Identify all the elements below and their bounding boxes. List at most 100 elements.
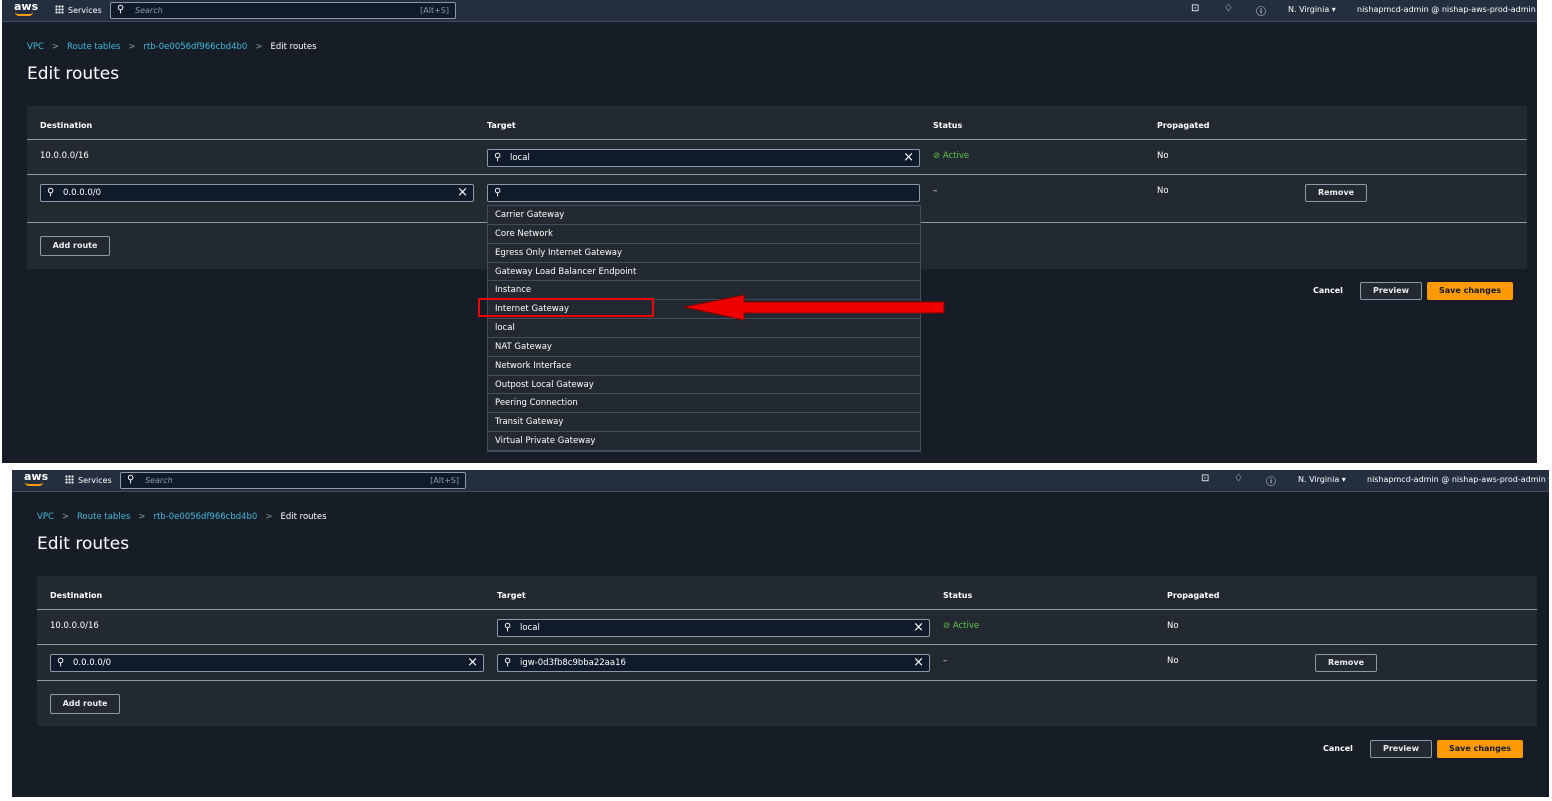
remove-button[interactable]: Remove: [1315, 654, 1377, 672]
column-status: Status: [933, 121, 963, 130]
clear-icon[interactable]: ×: [467, 655, 478, 670]
divider: [37, 644, 1537, 645]
routes-table: Destination Target Status Propagated 10.…: [27, 106, 1527, 269]
search-icon: ⚲: [47, 187, 55, 198]
column-destination: Destination: [40, 121, 93, 130]
breadcrumb-route-table-id[interactable]: rtb-0e0056df966cbd4b0: [153, 512, 258, 522]
target-value: local: [510, 153, 530, 163]
aws-logo[interactable]: aws: [24, 470, 49, 486]
services-label: Services: [78, 476, 112, 485]
screenshot-before: aws Services ⚲ Search [Alt+S] ⊡ ♢ ⓘ N. V…: [2, 0, 1537, 463]
page-title: Edit routes: [37, 534, 130, 554]
search-input[interactable]: ⚲ Search [Alt+S]: [110, 2, 456, 19]
preview-button[interactable]: Preview: [1370, 740, 1432, 758]
bell-icon[interactable]: ♢: [1224, 3, 1233, 14]
help-icon[interactable]: ⓘ: [1266, 477, 1276, 488]
column-propagated: Propagated: [1157, 121, 1210, 130]
column-destination: Destination: [50, 591, 103, 600]
add-route-button[interactable]: Add route: [40, 236, 110, 256]
clear-icon[interactable]: ×: [913, 620, 924, 635]
account-menu[interactable]: nishapmcd-admin @ nishap-aws-prod-admin …: [1367, 475, 1549, 484]
cancel-button[interactable]: Cancel: [1323, 744, 1353, 753]
dropdown-option[interactable]: Transit Gateway: [488, 413, 920, 433]
propagated-value: No: [1167, 656, 1179, 666]
divider: [27, 139, 1527, 140]
target-dropdown: Carrier Gateway Core Network Egress Only I…: [487, 205, 921, 452]
status-badge: ⊘ Active: [933, 151, 969, 161]
target-input-row-1[interactable]: ⚲ local ×: [487, 149, 920, 167]
destination-value: 10.0.0.0/16: [50, 621, 99, 631]
breadcrumb: VPC > Route tables > rtb-0e0056df966cbd4b0 > E…: [37, 512, 327, 522]
aws-logo[interactable]: aws: [14, 0, 38, 16]
breadcrumb-route-tables[interactable]: Route tables: [67, 42, 121, 52]
search-icon: ⚲: [494, 187, 502, 198]
screenshot-after: aws Services ⚲ Search [Alt+S] ⊡ ♢ ⓘ N. V…: [12, 470, 1549, 797]
cancel-button[interactable]: Cancel: [1313, 286, 1343, 295]
dropdown-option[interactable]: local: [488, 319, 920, 338]
dropdown-option[interactable]: Carrier Gateway: [488, 206, 920, 225]
dropdown-option[interactable]: NAT Gateway: [488, 338, 920, 357]
target-input-row-1[interactable]: ⚲ local ×: [497, 619, 930, 637]
dropdown-option[interactable]: Network Interface: [488, 357, 920, 376]
breadcrumb-vpc[interactable]: VPC: [37, 512, 54, 522]
bell-icon[interactable]: ♢: [1234, 473, 1243, 484]
save-changes-button[interactable]: Save changes: [1427, 282, 1513, 300]
search-shortcut: [Alt+S]: [420, 6, 449, 15]
breadcrumb-route-tables[interactable]: Route tables: [77, 512, 131, 522]
breadcrumb-vpc[interactable]: VPC: [27, 42, 44, 52]
cloudshell-icon[interactable]: ⊡: [1191, 3, 1200, 14]
services-menu[interactable]: Services: [55, 5, 102, 15]
breadcrumb-current: Edit routes: [270, 42, 317, 52]
search-shortcut: [Alt+S]: [430, 476, 459, 485]
dropdown-option[interactable]: Egress Only Internet Gateway: [488, 244, 920, 263]
region-selector[interactable]: N. Virginia ▾: [1288, 5, 1336, 14]
breadcrumb-route-table-id[interactable]: rtb-0e0056df966cbd4b0: [143, 42, 248, 52]
grid-icon: [65, 475, 74, 484]
divider: [37, 609, 1537, 610]
highlight-box: [478, 298, 654, 317]
routes-table: Destination Target Status Propagated 10.…: [37, 576, 1537, 726]
target-input-row-2[interactable]: ⚲: [487, 184, 920, 202]
target-input-row-2[interactable]: ⚲ igw-0d3fb8c9bba22aa16 ×: [497, 654, 930, 672]
page-title: Edit routes: [27, 64, 120, 84]
search-icon: ⚲: [494, 152, 502, 163]
logo-text: aws: [24, 470, 49, 483]
dropdown-option[interactable]: Gateway Load Balancer Endpoint: [488, 263, 920, 282]
destination-input-row-2[interactable]: ⚲ 0.0.0.0/0 ×: [50, 654, 484, 672]
destination-input-row-2[interactable]: ⚲ 0.0.0.0/0 ×: [40, 184, 474, 202]
status-badge: ⊘ Active: [943, 621, 979, 631]
destination-value: 0.0.0.0/0: [73, 658, 112, 668]
remove-button[interactable]: Remove: [1305, 184, 1367, 202]
account-menu[interactable]: nishapmcd-admin @ nishap-aws-prod-admin …: [1357, 5, 1537, 14]
dropdown-option[interactable]: Peering Connection: [488, 394, 920, 414]
help-icon[interactable]: ⓘ: [1256, 7, 1266, 18]
services-menu[interactable]: Services: [65, 475, 112, 485]
propagated-value: No: [1157, 151, 1169, 161]
red-arrow-annotation: [683, 294, 945, 321]
dropdown-option[interactable]: Instance: [488, 281, 920, 301]
column-target: Target: [497, 591, 526, 600]
target-value: local: [520, 623, 540, 633]
preview-button[interactable]: Preview: [1360, 282, 1422, 300]
clear-icon[interactable]: ×: [903, 150, 914, 165]
save-changes-button[interactable]: Save changes: [1437, 740, 1523, 758]
column-target: Target: [487, 121, 516, 130]
search-input[interactable]: ⚲ Search [Alt+S]: [120, 472, 466, 489]
breadcrumb: VPC > Route tables > rtb-0e0056df966cbd4b0 > E…: [27, 42, 317, 52]
clear-icon[interactable]: ×: [913, 655, 924, 670]
top-nav: aws Services ⚲ Search [Alt+S] ⊡ ♢ ⓘ N. V…: [12, 470, 1549, 492]
dropdown-option[interactable]: Core Network: [488, 225, 920, 244]
status-text: –: [933, 186, 938, 196]
dropdown-option[interactable]: Virtual Private Gateway: [488, 432, 920, 451]
propagated-value: No: [1167, 621, 1179, 631]
clear-icon[interactable]: ×: [457, 185, 468, 200]
dropdown-option[interactable]: Internet Gateway: [488, 300, 920, 320]
search-icon: ⚲: [117, 4, 125, 15]
dropdown-option[interactable]: Outpost Local Gateway: [488, 376, 920, 395]
destination-value: 10.0.0.0/16: [40, 151, 89, 161]
add-route-button[interactable]: Add route: [50, 694, 120, 714]
grid-icon: [55, 5, 64, 14]
cloudshell-icon[interactable]: ⊡: [1201, 473, 1210, 484]
search-icon: ⚲: [57, 657, 65, 668]
region-selector[interactable]: N. Virginia ▾: [1298, 475, 1346, 484]
